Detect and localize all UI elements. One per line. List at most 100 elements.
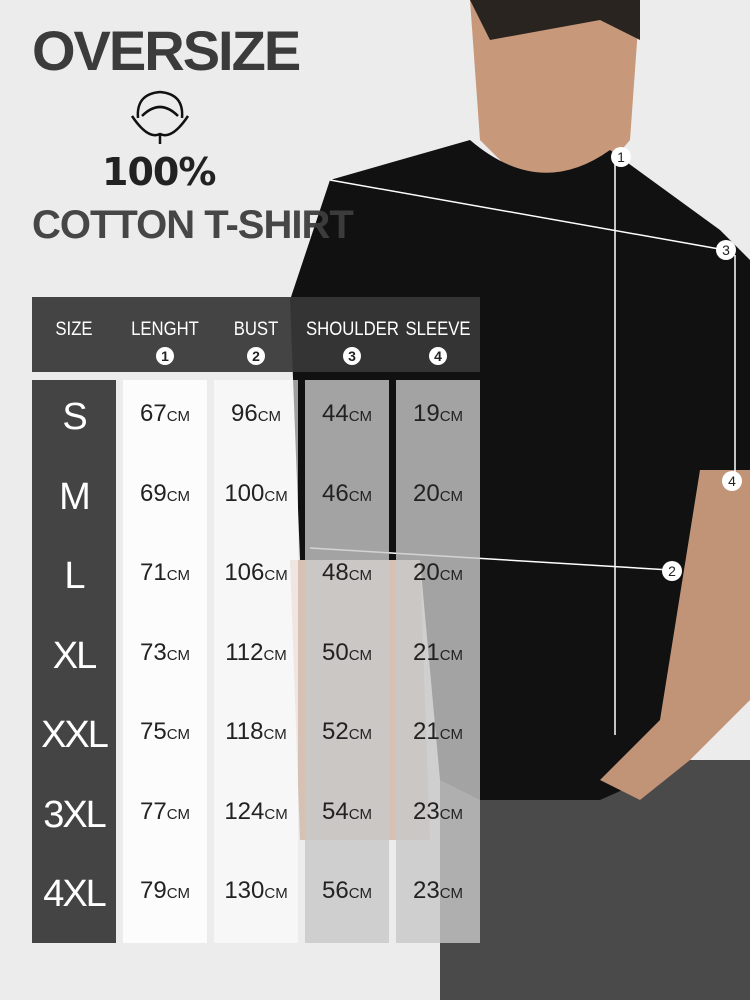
size-label-m: M — [59, 475, 91, 518]
bust-value: 130CM — [214, 877, 298, 905]
marker-2: 2 — [662, 561, 682, 581]
sleeve-number: 20 — [412, 559, 440, 586]
unit: CM — [166, 726, 191, 743]
sleeve-number: 23 — [412, 797, 440, 825]
length-number: 77 — [139, 797, 167, 825]
shoulder-number: 56 — [321, 877, 349, 904]
unit: CM — [348, 567, 373, 584]
size-label-s: S — [62, 396, 87, 438]
shoulder-value: 52CM — [305, 718, 389, 746]
unit: CM — [348, 487, 373, 505]
length-number: 71 — [139, 559, 167, 586]
sleeve-value: 20CM — [396, 480, 480, 508]
unit: CM — [264, 487, 288, 505]
sleeve-number: 20 — [412, 479, 440, 507]
unit: CM — [264, 567, 288, 584]
bust-value: 96CM — [214, 400, 298, 428]
unit: CM — [166, 885, 191, 902]
bust-value: 112CM — [214, 639, 298, 667]
length-value: 71CM — [123, 559, 207, 587]
cotton-icon — [130, 90, 190, 144]
unit: CM — [348, 646, 373, 664]
bust-value: 106CM — [214, 559, 298, 587]
length-column: 67CM 69CM 71CM 73CM 75CM 77CM 79CM — [123, 380, 207, 943]
length-value: 73CM — [123, 639, 207, 667]
head — [470, 0, 640, 180]
sleeve-value: 23CM — [396, 877, 480, 905]
unit: CM — [439, 885, 464, 902]
header-length: LENGHT — [131, 319, 199, 340]
unit: CM — [439, 805, 464, 823]
unit: CM — [439, 487, 464, 505]
size-label-4xl: 4XL — [43, 873, 107, 915]
length-number: 73 — [139, 638, 167, 666]
unit: CM — [264, 885, 288, 902]
bust-number: 106 — [224, 559, 265, 586]
unit: CM — [348, 726, 373, 743]
header-sleeve: SLEEVE — [405, 319, 471, 340]
unit: CM — [348, 408, 373, 425]
shoulder-value: 46CM — [305, 480, 389, 508]
size-table-header: SIZE LENGHT 1 BUST 2 SHOULDER 3 SLEEVE 4 — [32, 297, 480, 372]
shoulder-value: 48CM — [305, 559, 389, 587]
shoulder-number: 48 — [321, 559, 349, 586]
length-value: 79CM — [123, 877, 207, 905]
shoulder-value: 50CM — [305, 639, 389, 667]
sleeve-value: 19CM — [396, 400, 480, 428]
length-value: 75CM — [123, 718, 207, 746]
length-value: 67CM — [123, 400, 207, 428]
header-length-number: 1 — [156, 347, 174, 365]
unit: CM — [257, 408, 282, 425]
bust-number: 96 — [230, 400, 258, 427]
sleeve-number: 19 — [412, 400, 440, 427]
unit: CM — [439, 726, 464, 743]
sleeve-column: 19CM 20CM 20CM 21CM 21CM 23CM 23CM — [396, 380, 480, 943]
unit: CM — [166, 487, 191, 505]
shoulder-column: 44CM 46CM 48CM 50CM 52CM 54CM 56CM — [305, 380, 389, 943]
unit: CM — [263, 646, 287, 664]
shoulder-value: 44CM — [305, 400, 389, 428]
measurement-lines — [309, 160, 736, 735]
bust-number: 130 — [224, 877, 265, 904]
shoulder-number: 44 — [321, 400, 349, 427]
length-number: 69 — [139, 479, 167, 507]
sleeve-value: 21CM — [396, 718, 480, 746]
sleeve-number: 21 — [412, 638, 440, 666]
marker-1: 1 — [611, 147, 631, 167]
length-number: 79 — [139, 877, 167, 904]
size-label-xl: XL — [52, 634, 97, 677]
bust-column: 96CM 100CM 106CM 112CM 118CM 124CM 130CM — [214, 380, 298, 943]
unit: CM — [264, 805, 288, 823]
unit: CM — [439, 408, 464, 425]
header-sleeve-number: 4 — [429, 347, 447, 365]
sleeve-value: 21CM — [396, 639, 480, 667]
sleeve-value: 20CM — [396, 559, 480, 587]
header-shoulder-number: 3 — [343, 347, 361, 365]
subtitle: COTTON T-SHIRT — [32, 203, 354, 247]
shoulder-value: 56CM — [305, 877, 389, 905]
size-label-3xl: 3XL — [43, 793, 107, 836]
cotton-percentage: 100% — [102, 150, 216, 194]
shoulder-number: 50 — [321, 638, 349, 666]
unit: CM — [166, 646, 191, 664]
shoulder-value: 54CM — [305, 798, 389, 826]
header-size: SIZE — [55, 319, 93, 340]
bust-value: 118CM — [214, 718, 298, 746]
shoulder-number: 52 — [321, 718, 349, 745]
shoulder-number: 54 — [321, 797, 349, 825]
unit: CM — [166, 567, 191, 584]
header-shoulder: SHOULDER — [306, 319, 399, 340]
marker-4: 4 — [722, 471, 742, 491]
shoulder-number: 46 — [321, 479, 349, 507]
sleeve-value: 23CM — [396, 798, 480, 826]
length-value: 69CM — [123, 480, 207, 508]
bust-number: 100 — [224, 479, 265, 507]
length-number: 67 — [139, 400, 167, 427]
sleeve-number: 23 — [412, 877, 440, 904]
unit: CM — [348, 885, 373, 902]
bust-number: 112 — [225, 638, 264, 666]
bust-number: 124 — [224, 797, 265, 825]
marker-3: 3 — [716, 240, 736, 260]
bust-number: 118 — [225, 718, 264, 745]
unit: CM — [166, 805, 191, 823]
